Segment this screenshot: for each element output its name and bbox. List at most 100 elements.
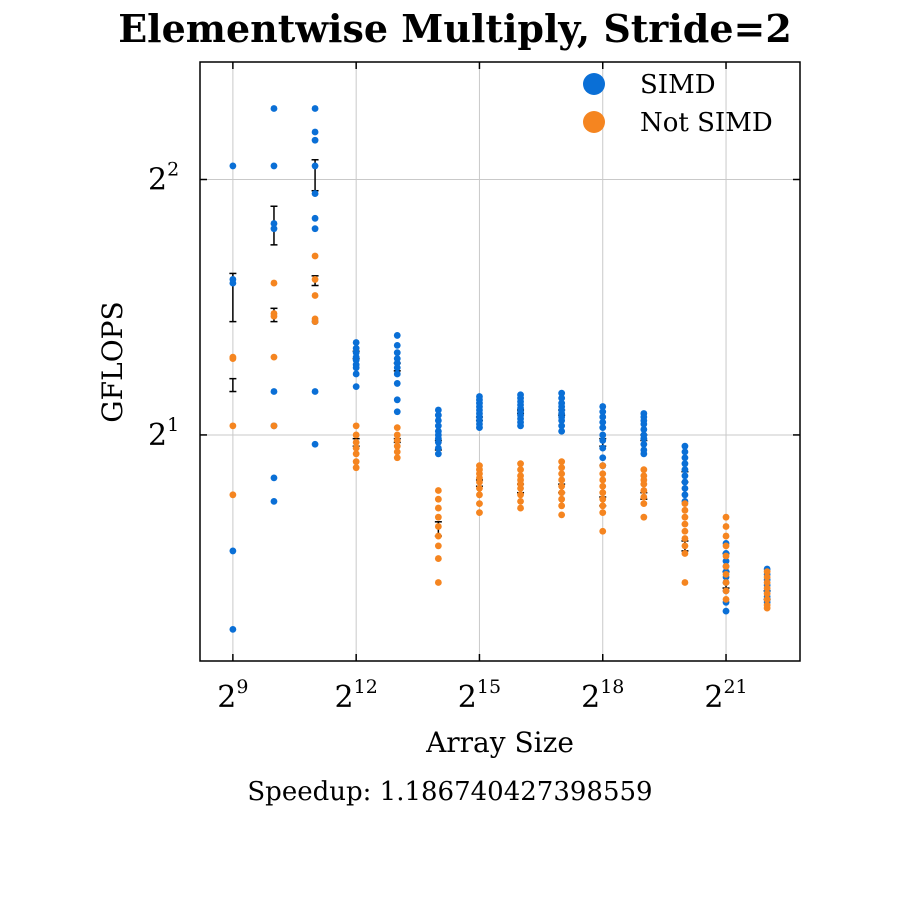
point-simd [352,383,360,391]
point-simd [352,364,360,372]
point-not-simd [763,590,771,598]
point-simd [558,394,566,402]
point-simd [681,466,689,474]
y-tick-label: 21 [148,414,179,453]
point-not-simd [434,555,442,562]
point-simd [393,364,401,372]
x-tick-base: 2 [217,680,236,715]
legend-swatch-not-simd [583,111,605,133]
point-simd [599,444,607,452]
point-not-simd [599,509,607,516]
point-not-simd [229,422,237,430]
point-simd [393,370,401,378]
point-simd [681,442,689,450]
point-not-simd [722,532,730,540]
point-simd [640,435,648,443]
point-simd [229,162,237,170]
point-simd [270,162,278,170]
point-not-simd [640,500,648,508]
point-not-simd [599,470,607,478]
y-tick-base: 2 [148,418,167,453]
point-simd [476,424,483,432]
point-simd [311,105,319,112]
point-not-simd [599,489,607,497]
point-not-simd [393,454,401,462]
point-not-simd [722,513,730,521]
point-not-simd [517,484,524,492]
point-not-simd [599,495,607,503]
point-not-simd [270,422,278,430]
point-not-simd [640,466,648,474]
point-not-simd [270,312,278,320]
point-not-simd [558,511,566,519]
point-not-simd [476,509,483,516]
point-not-simd [722,523,730,530]
point-simd [434,417,442,424]
error-bars [229,159,771,601]
point-not-simd [558,476,566,484]
point-not-simd [599,482,607,490]
chart-title: Elementwise Multiply, Stride=2 [118,6,792,51]
point-simd [270,220,278,227]
point-not-simd [681,579,689,586]
point-not-simd [681,542,689,550]
point-simd [434,411,442,419]
point-simd [599,418,607,426]
point-not-simd [722,570,730,578]
point-not-simd [352,431,360,439]
point-not-simd [270,279,278,287]
point-not-simd [393,442,401,450]
point-simd [270,388,278,395]
point-simd [270,497,278,505]
point-simd [681,460,689,468]
point-simd [681,484,689,492]
point-not-simd [434,523,442,530]
point-simd [640,440,648,448]
point-not-simd [763,596,771,603]
point-not-simd [722,552,730,560]
point-simd [681,454,689,462]
point-simd [599,408,607,416]
point-not-simd [434,532,442,540]
plot-frame [199,61,801,662]
point-not-simd [599,502,607,510]
point-simd [434,450,442,458]
point-not-simd [681,527,689,535]
point-not-simd [763,604,771,612]
point-simd [229,547,237,555]
point-not-simd [599,462,607,470]
point-not-simd [763,579,771,586]
point-simd [229,625,237,633]
y-tick-label: 22 [148,159,179,198]
point-simd [640,450,648,458]
point-simd [558,422,566,430]
point-simd [640,420,648,428]
point-simd [599,454,607,462]
point-simd [311,190,319,197]
x-tick-exponent: 12 [354,676,378,698]
x-tick-base: 2 [458,680,477,715]
x-tick-base: 2 [335,680,354,715]
point-not-simd [352,450,360,458]
data-points [229,105,771,633]
point-simd [311,388,319,395]
point-not-simd [681,506,689,514]
point-not-simd [517,466,524,474]
point-not-simd [434,542,442,550]
point-not-simd [393,437,401,444]
point-simd [558,389,566,397]
point-simd [599,431,607,439]
point-not-simd [517,460,524,468]
speedup-caption: Speedup: 1.186740427398559 [247,777,652,807]
point-not-simd [640,513,648,521]
point-simd [270,225,278,233]
y-tick-exponent: 2 [167,159,179,181]
point-not-simd [434,513,442,521]
point-not-simd [558,495,566,503]
point-simd [311,225,319,233]
point-not-simd [681,513,689,521]
point-simd [393,332,401,339]
point-not-simd [270,353,278,361]
x-tick-label: 29 [217,676,248,715]
